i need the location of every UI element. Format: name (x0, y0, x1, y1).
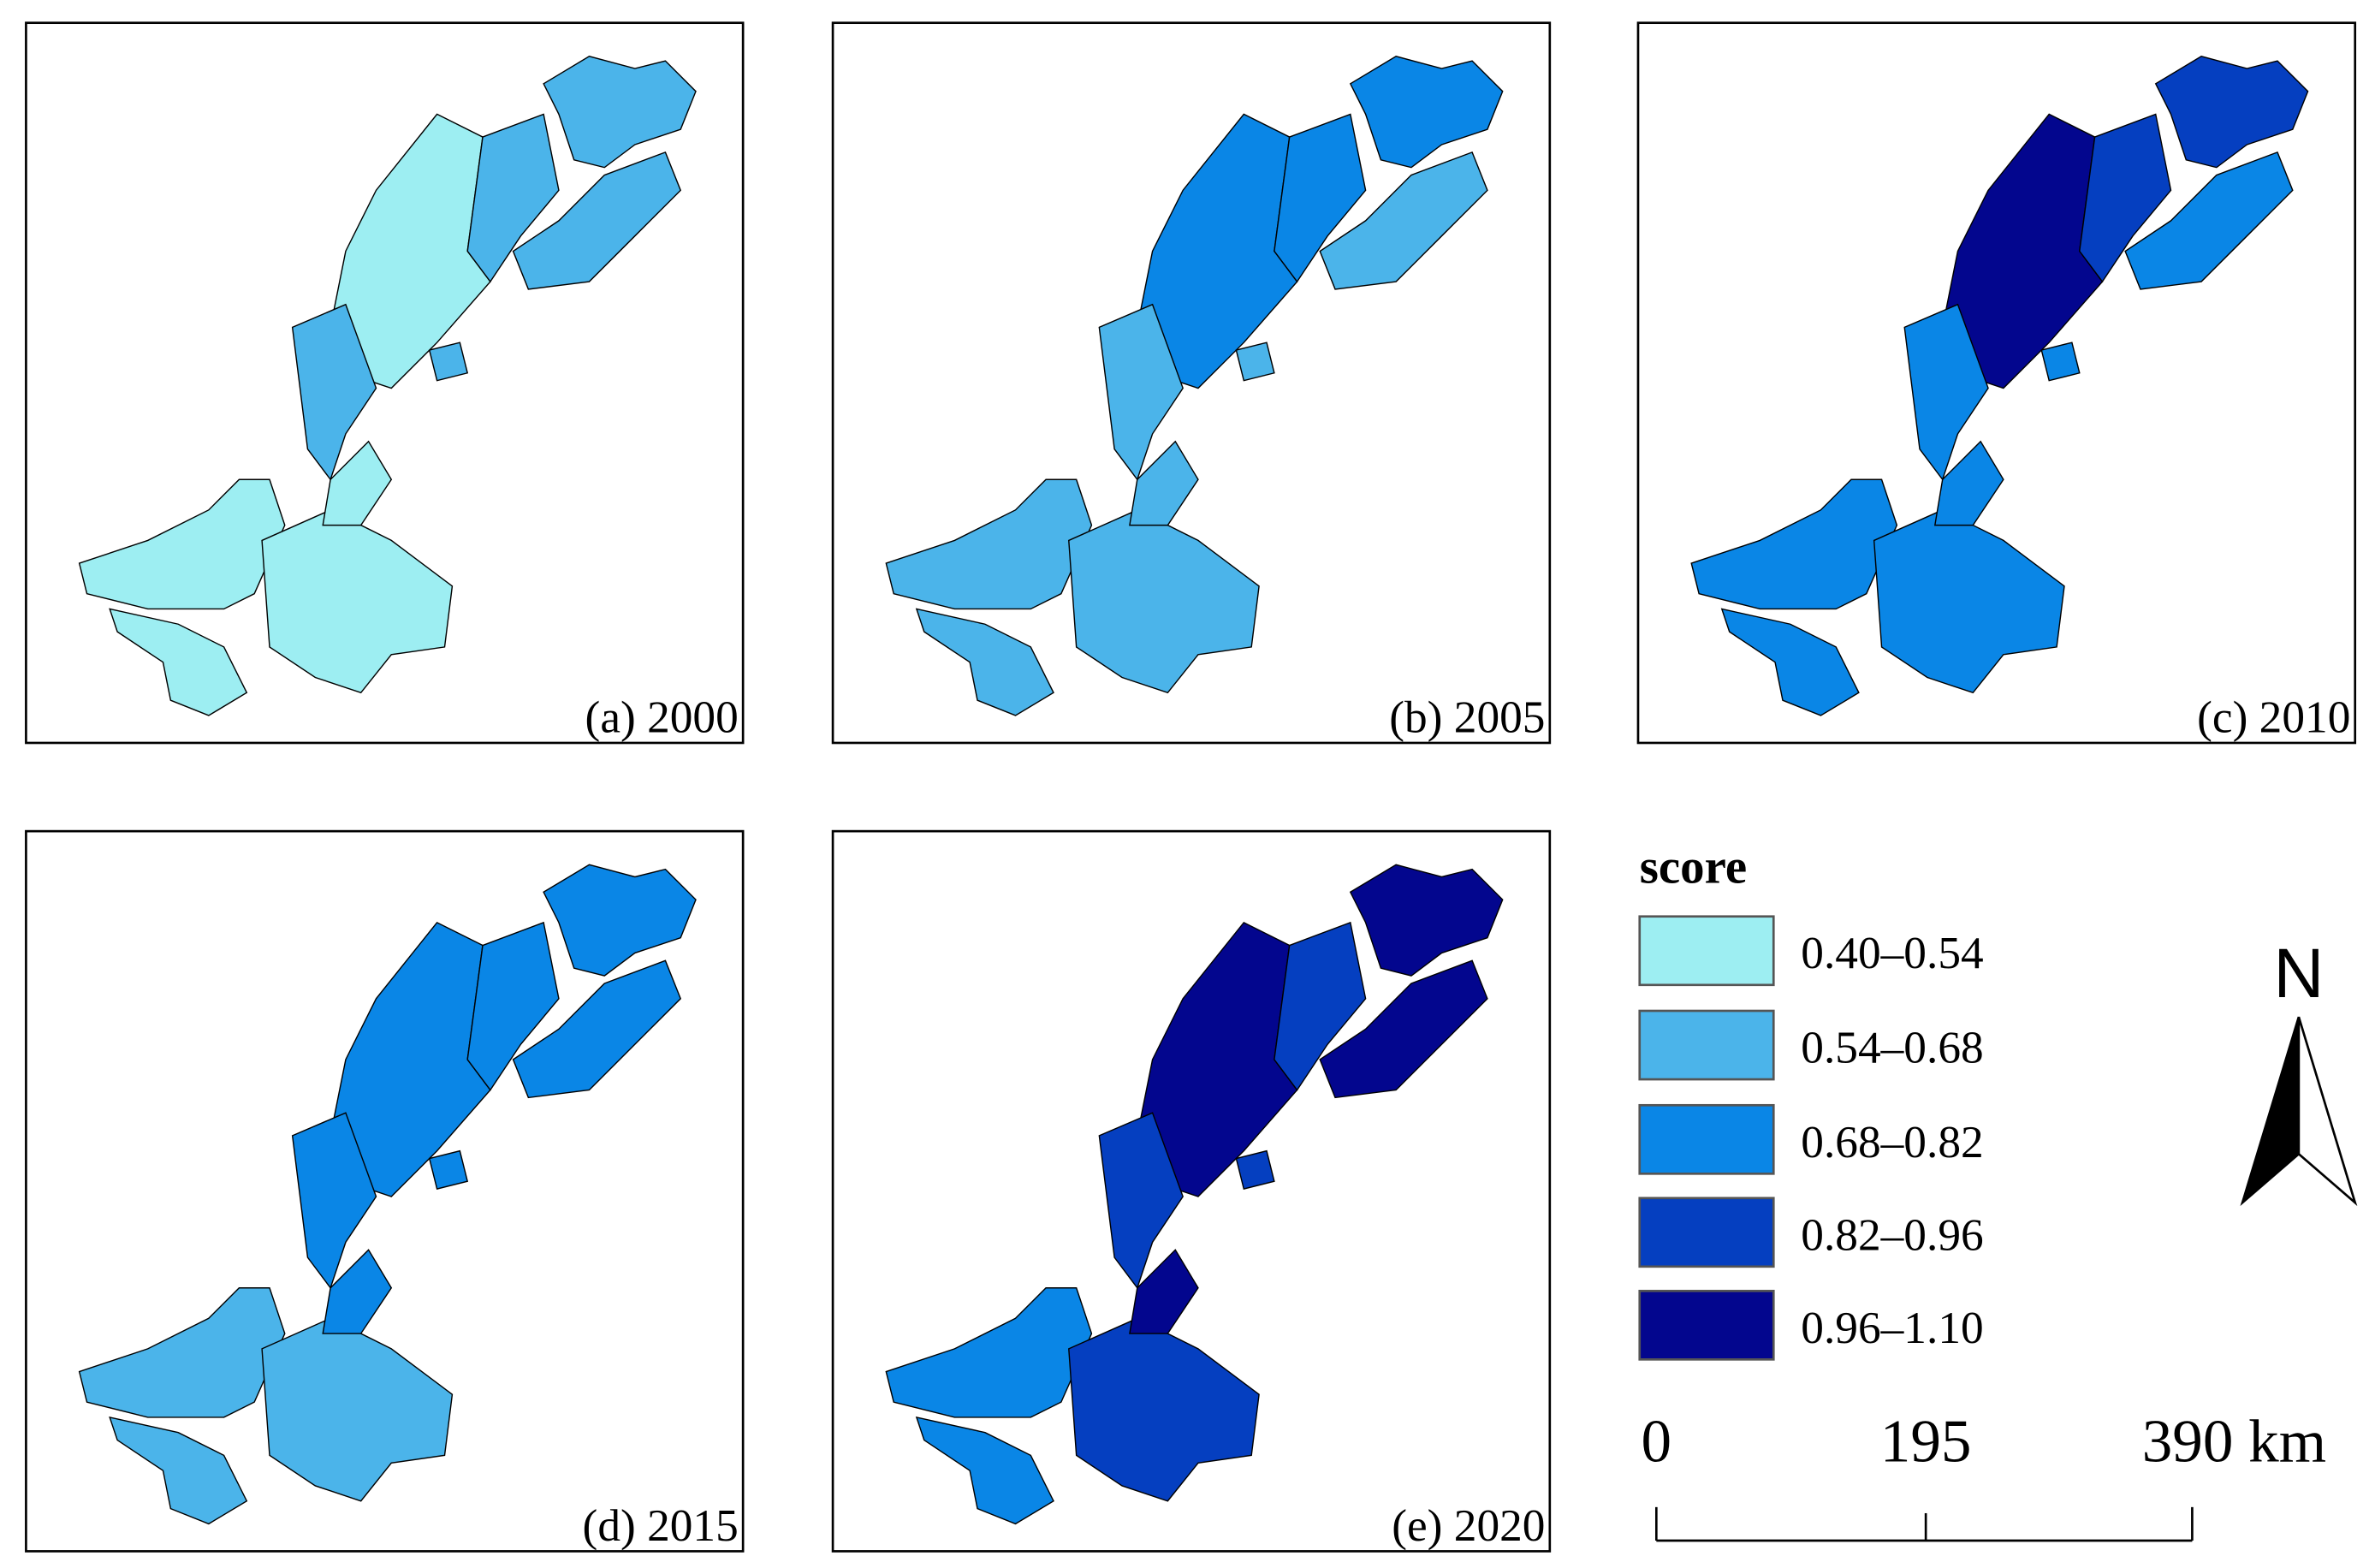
scale-label: 390 km (2142, 1408, 2326, 1475)
region (322, 440, 393, 526)
scale-label: 195 (1880, 1408, 1972, 1475)
region (428, 1149, 469, 1190)
panel-label: (c) 2010 (2197, 692, 2350, 743)
region (1274, 113, 1367, 283)
legend-swatch (1638, 1197, 1775, 1268)
region (109, 1416, 248, 1525)
region (543, 864, 697, 977)
region (512, 151, 682, 290)
region (1235, 342, 1275, 382)
region (915, 608, 1054, 716)
panel-label: (e) 2020 (1392, 1500, 1545, 1551)
legend-swatch (1638, 1103, 1775, 1175)
region (291, 303, 377, 481)
panel-label: (b) 2005 (1389, 692, 1545, 743)
north-label: N (2273, 935, 2324, 1013)
region (543, 56, 697, 169)
region (885, 1287, 1093, 1418)
region (1349, 864, 1504, 977)
region (1129, 1249, 1199, 1334)
region (1098, 303, 1184, 481)
legend-label: 0.96–1.10 (1801, 1302, 1983, 1353)
legend-label: 0.54–0.68 (1801, 1021, 1983, 1072)
panel-label: (d) 2015 (583, 1500, 739, 1551)
region (1274, 921, 1367, 1091)
panel-label: (a) 2000 (585, 692, 739, 743)
scale-bar (1654, 1506, 2194, 1542)
region (2079, 113, 2172, 283)
region (915, 1416, 1054, 1525)
region (885, 478, 1093, 610)
region (1319, 959, 1488, 1099)
region (1098, 1112, 1184, 1290)
legend-swatch (1638, 1009, 1775, 1081)
region (428, 342, 469, 382)
map-panel: (c) 2010 (1636, 21, 2357, 745)
region (1720, 608, 1860, 716)
map-panel: (a) 2000 (25, 21, 745, 745)
region (466, 921, 560, 1091)
map-panel: (b) 2005 (831, 21, 1552, 745)
legend-label: 0.68–0.82 (1801, 1116, 1983, 1167)
legend-label: 0.40–0.54 (1801, 927, 1983, 978)
region (2040, 342, 2081, 382)
region (1319, 151, 1488, 290)
region (291, 1112, 377, 1290)
region (512, 959, 682, 1099)
region (1933, 440, 2004, 526)
region (78, 478, 286, 610)
legend-label: 0.82–0.96 (1801, 1209, 1983, 1260)
legend-swatch (1638, 1289, 1775, 1361)
legend-swatch (1638, 915, 1775, 987)
region (322, 1249, 393, 1334)
region (2124, 151, 2294, 290)
region (1349, 56, 1504, 169)
map-panel: (d) 2015 (25, 829, 745, 1553)
region (1235, 1149, 1275, 1190)
north-arrow-right (2297, 1016, 2358, 1207)
legend-title: score (1640, 840, 1747, 894)
region (78, 1287, 286, 1418)
region (1129, 440, 1199, 526)
scale-label: 0 (1642, 1408, 1672, 1475)
region (2154, 56, 2309, 169)
region (109, 608, 248, 716)
region (1690, 478, 1898, 610)
region (1903, 303, 1989, 481)
map-panel: (e) 2020 (831, 829, 1552, 1553)
region (466, 113, 560, 283)
